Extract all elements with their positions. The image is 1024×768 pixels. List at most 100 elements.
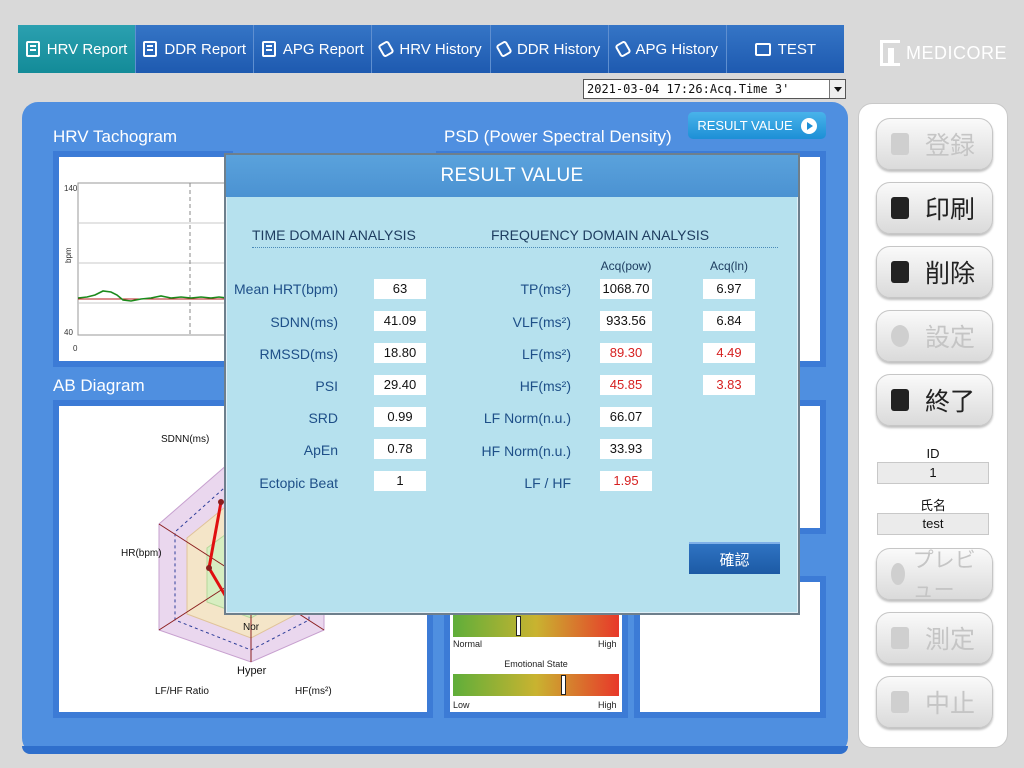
dialog-title: RESULT VALUE: [226, 155, 798, 197]
tab-label: APG History: [635, 40, 719, 58]
gauge-low-label: Normal: [453, 639, 483, 649]
ab-diagram-title: AB Diagram: [53, 376, 145, 395]
stop-icon: [891, 691, 909, 713]
time-label: SDNN(ms): [270, 314, 338, 330]
gauge-high-label: High: [598, 700, 617, 710]
gauge-high-label: High: [598, 639, 617, 649]
tab-label: DDR Report: [164, 40, 247, 58]
freq-pow-value: 933.56: [600, 311, 652, 331]
side-panel: 登録 印刷 削除 設定 終了 ID 1 氏名 test プレビュー 測定 中止: [858, 103, 1008, 748]
freq-label: HF Norm(n.u.): [481, 443, 571, 459]
logo-text: MEDICORE: [906, 42, 1008, 63]
tab-hrv-report[interactable]: HRV Report: [18, 25, 137, 73]
freq-pow-value: 66.07: [600, 407, 652, 427]
time-label: Ectopic Beat: [259, 475, 338, 491]
settings-label: 設定: [925, 324, 976, 352]
time-label: SRD: [308, 410, 338, 426]
time-value: 29.40: [374, 375, 426, 395]
tab-apg-report[interactable]: APG Report: [254, 25, 373, 73]
time-value: 63: [374, 279, 426, 299]
y-axis-label: bpm: [64, 247, 73, 263]
confirm-button[interactable]: 確認: [689, 542, 780, 574]
monitor-icon: [754, 42, 771, 56]
freq-label: TP(ms²): [520, 281, 571, 297]
tab-hrv-history[interactable]: HRV History: [372, 25, 491, 73]
time-value: 1: [374, 471, 426, 491]
id-label: ID: [926, 446, 940, 461]
register-button[interactable]: 登録: [876, 118, 993, 170]
tab-ddr-history[interactable]: DDR History: [490, 25, 609, 73]
exit-button[interactable]: 終了: [876, 374, 993, 426]
tachogram-chart: 140 40 0 bpm: [53, 151, 233, 367]
history-icon: [495, 39, 513, 59]
name-field: test: [877, 513, 989, 535]
freq-ln-value: 6.84: [703, 311, 755, 331]
medicore-logo: MEDICORE: [880, 40, 1007, 66]
result-value-button[interactable]: RESULT VALUE: [688, 112, 826, 139]
measure-button[interactable]: 測定: [876, 612, 993, 664]
freq-ln-value: 3.83: [703, 375, 755, 395]
print-button[interactable]: 印刷: [876, 182, 993, 234]
tab-label: HRV History: [399, 40, 482, 58]
freq-ln-value: 4.49: [703, 343, 755, 363]
freq-label: HF(ms²): [519, 378, 571, 394]
document-icon: [143, 41, 158, 57]
time-label: PSI: [315, 378, 338, 394]
name-label: 氏名: [919, 498, 946, 513]
tab-test[interactable]: TEST: [726, 25, 844, 73]
gauge-low-label: Low: [453, 700, 470, 710]
user-add-icon: [891, 133, 909, 155]
freq-label: LF(ms²): [522, 346, 571, 362]
settings-button[interactable]: 設定: [876, 310, 993, 362]
result-value-dialog: RESULT VALUE TIME DOMAIN ANALYSIS FREQUE…: [224, 153, 800, 615]
acquisition-select[interactable]: 2021-03-04 17:26:Acq.Time 3': [583, 79, 846, 99]
acquisition-select-value: 2021-03-04 17:26:Acq.Time 3': [587, 82, 790, 96]
document-icon: [261, 41, 276, 57]
freq-label: LF / HF: [524, 475, 571, 491]
magnifier-icon: [891, 563, 905, 585]
time-value: 0.99: [374, 407, 426, 427]
hr-series-line: [77, 290, 227, 302]
tab-apg-history[interactable]: APG History: [608, 25, 727, 73]
time-value: 18.80: [374, 343, 426, 363]
tachogram-plot: 140 40 0 bpm: [64, 182, 227, 353]
axis-label-hf: HF(ms²): [295, 686, 332, 697]
printer-icon: [891, 197, 909, 219]
frequency-domain-header: FREQUENCY DOMAIN ANALYSIS: [491, 227, 710, 243]
plot-frame: [77, 182, 227, 336]
y-tick-top: 140: [64, 184, 78, 193]
freq-label: VLF(ms²): [512, 314, 571, 330]
tab-label: TEST: [777, 40, 817, 58]
delete-button[interactable]: 削除: [876, 246, 993, 298]
freq-label: LF Norm(n.u.): [483, 410, 571, 426]
ring-label-hyper: Hyper: [237, 665, 267, 677]
measure-label: 測定: [925, 626, 976, 654]
stop-button[interactable]: 中止: [876, 676, 993, 728]
history-icon: [377, 39, 396, 59]
acq-ln-header: Acq(ln): [709, 259, 748, 273]
delete-label: 削除: [925, 260, 976, 288]
tab-label: DDR History: [516, 40, 601, 58]
result-value-label: RESULT VALUE: [697, 118, 793, 133]
play-icon: [800, 117, 817, 134]
header-divider: [252, 247, 778, 248]
exit-icon: [891, 389, 909, 411]
ring-label-nor: Nor: [243, 622, 260, 633]
id-field: 1: [877, 462, 989, 484]
time-label: ApEn: [303, 442, 338, 458]
history-icon: [613, 39, 632, 59]
document-icon: [25, 41, 40, 57]
stop-label: 中止: [925, 690, 976, 718]
time-value: 0.78: [374, 439, 426, 459]
emotional-gauge-marker: [560, 675, 566, 695]
gear-icon: [891, 325, 909, 347]
data-point: [218, 499, 224, 505]
chevron-down-icon[interactable]: [829, 80, 845, 98]
preview-button[interactable]: プレビュー: [876, 548, 993, 602]
exit-label: 終了: [925, 388, 976, 416]
acq-pow-header: Acq(pow): [600, 259, 652, 273]
stress-gauge: [453, 615, 619, 637]
time-value: 41.09: [374, 311, 426, 331]
print-label: 印刷: [925, 196, 976, 224]
tab-ddr-report[interactable]: DDR Report: [136, 25, 255, 73]
